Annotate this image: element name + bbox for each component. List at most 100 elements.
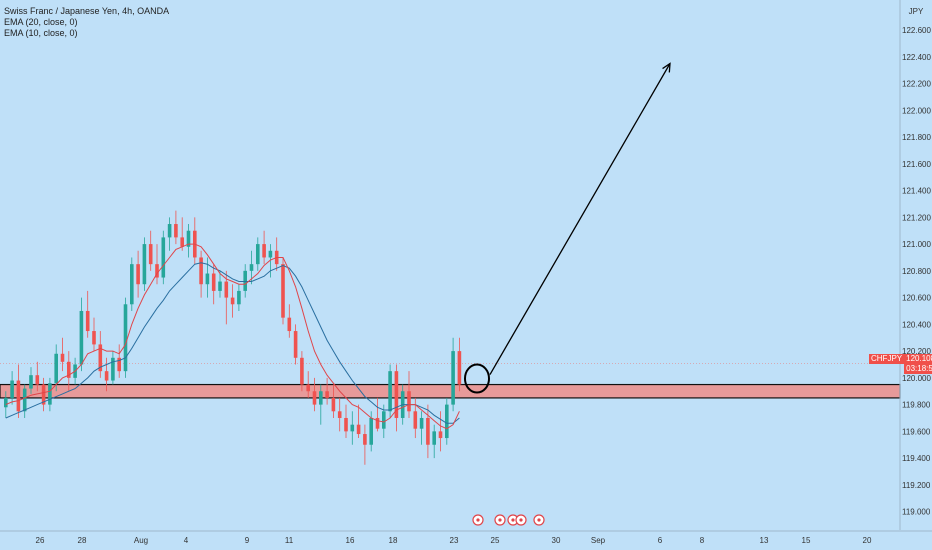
ema10-line xyxy=(5,243,460,430)
candle-body xyxy=(10,380,14,398)
price-tick-label: 120.200 xyxy=(902,347,931,356)
event-icon xyxy=(494,514,506,526)
candle-body xyxy=(161,237,166,278)
candle xyxy=(174,210,178,245)
candle-body xyxy=(174,224,178,238)
time-axis[interactable]: 26 28 Aug 4 9 11 16 18 23 25 30 Sep 6 8 13 15 20 xyxy=(36,536,872,545)
drawings-layer[interactable] xyxy=(464,62,671,394)
candle xyxy=(394,364,399,432)
candle xyxy=(167,217,172,251)
candle xyxy=(407,371,411,418)
price-tick-label: 119.000 xyxy=(902,508,931,517)
price-tick-label: 122.000 xyxy=(902,106,931,115)
date-tick-label: 16 xyxy=(346,536,355,545)
candle xyxy=(161,230,166,285)
candle-body xyxy=(142,244,147,285)
candle xyxy=(111,351,115,385)
price-tick-label: 121.400 xyxy=(902,187,931,196)
candle-body xyxy=(111,357,115,381)
support-zone-layer xyxy=(0,363,901,399)
candle-body xyxy=(432,431,436,445)
candle xyxy=(130,257,134,311)
candle-body xyxy=(4,397,8,408)
candle xyxy=(256,237,260,271)
candle-body xyxy=(79,310,84,365)
candle-body xyxy=(407,391,411,412)
event-dot-icon xyxy=(511,518,515,522)
candle-body xyxy=(186,230,191,247)
candle xyxy=(180,217,184,251)
date-tick-label: 26 xyxy=(36,536,45,545)
ema20-line xyxy=(5,262,460,424)
candle-body xyxy=(375,417,380,429)
candle xyxy=(35,361,40,392)
candle-body xyxy=(363,434,367,445)
date-tick-label: 9 xyxy=(245,536,250,545)
candle-body xyxy=(130,264,134,305)
candle xyxy=(306,371,310,398)
ema-layer xyxy=(5,243,460,430)
candle xyxy=(426,404,430,459)
event-dot-icon xyxy=(476,518,480,522)
ema10-label[interactable]: EMA (10, close, 0) xyxy=(4,28,78,38)
candle xyxy=(331,384,336,418)
event-icon xyxy=(472,514,484,526)
candle xyxy=(224,270,229,325)
candle-body xyxy=(98,344,103,372)
candle xyxy=(85,290,90,338)
date-tick-label: Aug xyxy=(134,536,148,545)
date-tick-label: 23 xyxy=(450,536,459,545)
candle xyxy=(4,391,8,418)
symbol-title[interactable]: Swiss Franc / Japanese Yen, 4h, OANDA xyxy=(4,6,170,16)
event-icon xyxy=(533,514,545,526)
candle xyxy=(419,411,424,445)
candle-body xyxy=(218,281,222,291)
candle-body xyxy=(211,273,216,291)
event-dot-icon xyxy=(537,518,541,522)
candle-body xyxy=(344,417,348,432)
candle-body xyxy=(281,264,285,318)
candle-body xyxy=(48,383,52,405)
candle-body xyxy=(155,264,159,278)
candle xyxy=(136,250,140,298)
event-icon xyxy=(515,514,527,526)
candle-body xyxy=(41,384,46,405)
candle xyxy=(356,404,361,439)
price-axis[interactable]: JPY 122.600 122.400 122.200 122.000 121.800 12… xyxy=(902,7,931,517)
price-tick-label: 120.000 xyxy=(902,374,931,383)
candle xyxy=(79,297,84,372)
candle-body xyxy=(426,417,430,445)
candle xyxy=(98,331,103,378)
candle-body xyxy=(356,424,361,435)
economic-events[interactable] xyxy=(472,514,545,526)
current-price-tag: CHFJPY 120.108 03:18:59 xyxy=(869,354,932,374)
candle-body xyxy=(54,353,58,384)
price-tag-countdown: 03:18:59 xyxy=(906,364,932,373)
candle xyxy=(325,377,329,405)
projection-arrow-line xyxy=(489,63,671,375)
price-tick-label: 120.600 xyxy=(902,294,931,303)
price-tag-price: 120.108 xyxy=(906,354,932,363)
event-dot-icon xyxy=(498,518,502,522)
candle-body xyxy=(300,357,304,385)
candle-body xyxy=(256,244,260,265)
candle xyxy=(268,244,273,278)
candle xyxy=(60,337,65,372)
candle xyxy=(41,377,46,412)
price-tick-label: 120.800 xyxy=(902,267,931,276)
candle xyxy=(243,264,247,298)
candle-body xyxy=(29,375,33,389)
candle xyxy=(48,377,52,412)
candle-body xyxy=(35,375,40,385)
candle-body xyxy=(306,384,310,392)
candle xyxy=(67,351,71,392)
candle-body xyxy=(16,380,21,412)
price-tick-label: 121.200 xyxy=(902,213,931,222)
candle xyxy=(22,384,27,418)
candle-body xyxy=(205,273,210,285)
price-tick-label: 122.200 xyxy=(902,80,931,89)
candle-body xyxy=(451,351,455,405)
candle xyxy=(29,367,33,394)
ema20-label[interactable]: EMA (20, close, 0) xyxy=(4,17,78,27)
